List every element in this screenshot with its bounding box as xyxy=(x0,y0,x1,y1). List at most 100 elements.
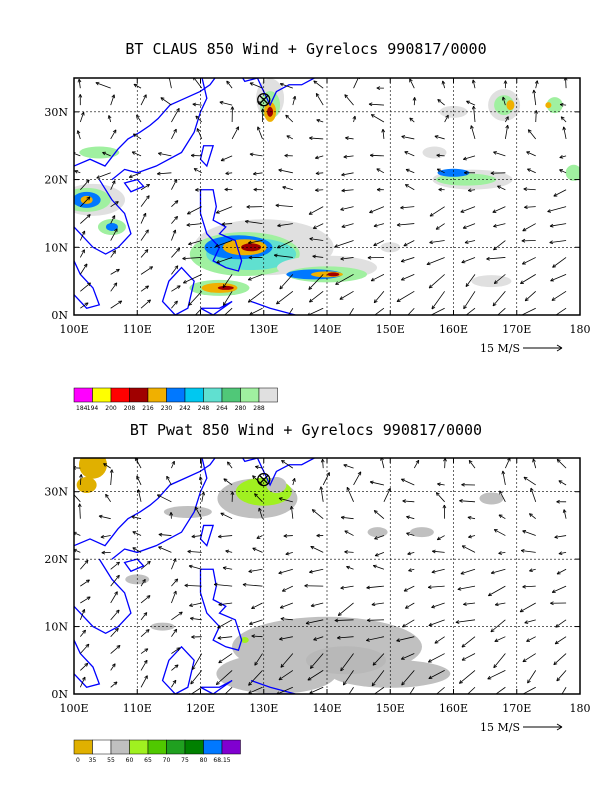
coastline-3 xyxy=(123,558,145,573)
coastline-5 xyxy=(199,568,243,651)
cloud-shading-27 xyxy=(437,168,470,177)
coastline-2 xyxy=(74,260,101,309)
cloud-shading-36 xyxy=(471,275,512,288)
pwat-shading-8 xyxy=(76,476,97,493)
bottom-map-title: BT Pwat 850 Wind + Gyrelocs 990817/0000 xyxy=(129,421,483,439)
pwat-shading-3 xyxy=(305,646,386,675)
colorbar-swatch xyxy=(110,739,130,755)
x-tick-label: 120E xyxy=(186,702,215,715)
colorbar-label: 216 xyxy=(142,405,154,412)
coastline-3 xyxy=(123,178,145,193)
coastline-0 xyxy=(74,458,216,547)
colorbar-swatch xyxy=(166,387,186,403)
cloud-shading-22 xyxy=(79,146,120,159)
colorbar-label: 60 xyxy=(126,757,134,764)
gyre-location-marker xyxy=(257,472,271,487)
colorbar-swatch xyxy=(129,739,149,755)
cloud-shading-13 xyxy=(217,285,234,290)
colorbar-label: 208 xyxy=(124,405,136,412)
colorbar-label: 0 xyxy=(76,757,80,764)
y-tick-label: 30N xyxy=(44,486,68,499)
coastline-7 xyxy=(200,679,233,694)
colorbar-swatch xyxy=(184,387,204,403)
colorbar-label: 65 xyxy=(144,757,152,764)
cloud-shading-10 xyxy=(327,272,340,277)
colorbar-swatch xyxy=(203,739,223,755)
coastline-0 xyxy=(74,78,216,167)
cloud-shading-33 xyxy=(565,164,580,181)
cloud-shading-24 xyxy=(105,222,118,231)
colorbar-label: 288 xyxy=(253,405,265,412)
x-tick-label: 130E xyxy=(249,323,278,336)
y-tick-label: 30N xyxy=(44,106,68,119)
wind-scale-label: 15 M/S xyxy=(480,342,520,355)
colorbar-swatch xyxy=(147,739,167,755)
colorbar-swatch xyxy=(203,387,223,403)
pwat-shading-11 xyxy=(479,492,504,505)
coastline-6 xyxy=(161,645,195,694)
coastline-7 xyxy=(200,300,233,315)
colorbar-swatch xyxy=(166,739,186,755)
x-tick-label: 150E xyxy=(376,323,405,336)
colorbar-label: 280 xyxy=(235,405,247,412)
x-tick-label: 140E xyxy=(312,702,341,715)
x-tick-label: 140E xyxy=(312,323,341,336)
y-tick-label: 10N xyxy=(44,621,68,634)
coastline-8 xyxy=(241,78,317,107)
colorbar-label: 248 xyxy=(198,405,210,412)
cloud-shading-29 xyxy=(494,95,515,116)
top-map-title: BT CLAUS 850 Wind + Gyrelocs 990817/0000 xyxy=(125,40,487,58)
y-tick-label: 20N xyxy=(44,174,68,187)
wind-scale-label: 15 M/S xyxy=(480,721,520,734)
y-tick-label: 0N xyxy=(51,309,68,322)
x-tick-label: 100E xyxy=(59,323,88,336)
colorbar-swatch xyxy=(240,387,260,403)
cloud-shading-35 xyxy=(422,146,447,159)
x-tick-label: 160E xyxy=(439,702,468,715)
pwat-shading-15 xyxy=(240,637,249,644)
coastline-9 xyxy=(111,458,208,560)
claus-map-panel: 100E 110E 120E 130E 140E 150E 160E 170E 180 0N 10N… xyxy=(44,77,591,412)
y-tick-label: 10N xyxy=(44,241,68,254)
colorbar-swatch xyxy=(92,739,112,755)
x-tick-label: 110E xyxy=(123,323,152,336)
colorbar-swatch xyxy=(92,387,112,403)
y-tick-label: 0N xyxy=(51,688,68,701)
colorbar-swatch xyxy=(258,387,278,403)
wind-vectors xyxy=(74,78,568,315)
x-tick-label: 170E xyxy=(502,323,531,336)
colorbar-swatch xyxy=(110,387,130,403)
coastline-5 xyxy=(199,189,243,272)
x-tick-label: 120E xyxy=(186,323,215,336)
colorbar-label: 35 xyxy=(89,757,97,764)
x-tick-label: 130E xyxy=(249,702,278,715)
pwat-shading-12 xyxy=(367,527,388,538)
coastline-10 xyxy=(250,300,296,315)
colorbar-swatch xyxy=(129,387,149,403)
colorbar-label: 70 xyxy=(163,757,171,764)
coastline-6 xyxy=(161,266,195,315)
colorbar-swatch xyxy=(221,387,241,403)
pwat-map-panel: 100E 110E 120E 130E 140E 150E 160E 170E 180 0N 10N… xyxy=(44,457,591,764)
coastline-9 xyxy=(111,78,208,181)
colorbar-swatch xyxy=(73,387,93,403)
colorbar-swatch xyxy=(73,739,93,755)
coastline-4 xyxy=(199,145,215,168)
cloud-shading-30 xyxy=(506,100,515,111)
gyre-location-marker xyxy=(257,93,271,107)
x-tick-label: 180 xyxy=(570,702,591,715)
pwat-shading-7 xyxy=(78,458,107,479)
colorbar-label: 68.15 xyxy=(213,757,230,764)
pwat-shading-10 xyxy=(409,527,434,538)
x-tick-label: 180 xyxy=(570,323,591,336)
colorbar-label: 80 xyxy=(200,757,208,764)
colorbar-swatch xyxy=(147,387,167,403)
x-tick-label: 170E xyxy=(502,702,531,715)
x-tick-label: 100E xyxy=(59,702,88,715)
colorbar-label: 242 xyxy=(179,405,191,412)
x-tick-label: 160E xyxy=(439,323,468,336)
colorbar-swatch xyxy=(184,739,204,755)
x-tick-label: 150E xyxy=(376,702,405,715)
coastline-4 xyxy=(199,524,215,547)
colorbar-label: 230 xyxy=(161,405,173,412)
